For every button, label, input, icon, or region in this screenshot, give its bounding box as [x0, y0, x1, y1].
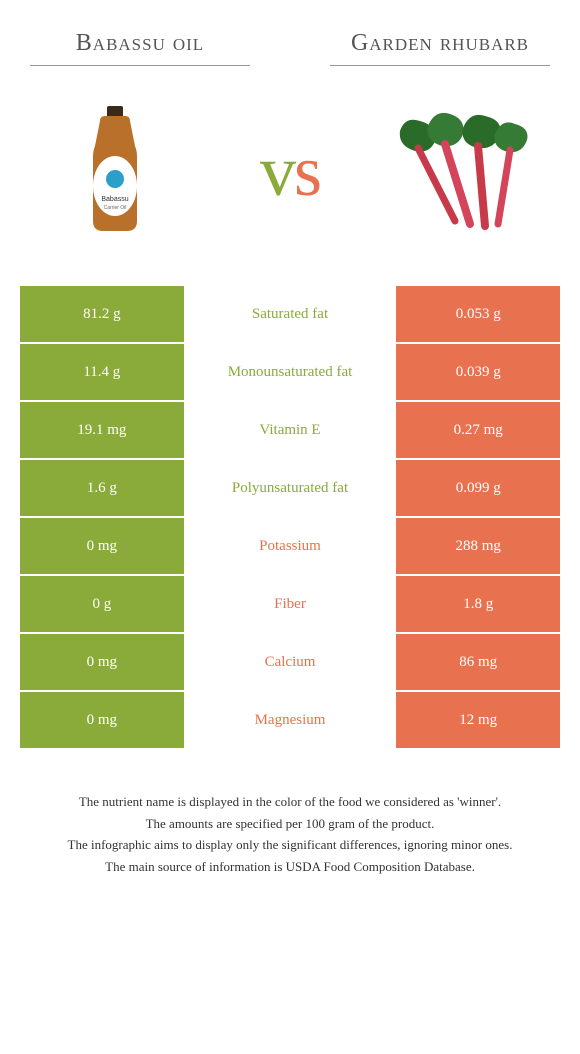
nutrient-label: Polyunsaturated fat	[184, 460, 397, 516]
nutrition-row: 19.1 mgVitamin E0.27 mg	[20, 402, 560, 458]
images-row: Babassu Carrier Oil vs	[0, 76, 580, 286]
right-value: 0.053 g	[396, 286, 560, 342]
nutrient-label: Calcium	[184, 634, 397, 690]
nutrition-row: 1.6 gPolyunsaturated fat0.099 g	[20, 460, 560, 516]
right-value: 288 mg	[396, 518, 560, 574]
footnote-line: The amounts are specified per 100 gram o…	[20, 814, 560, 834]
left-value: 19.1 mg	[20, 402, 184, 458]
right-food-image	[390, 96, 540, 246]
left-value: 11.4 g	[20, 344, 184, 400]
nutrition-row: 0 gFiber1.8 g	[20, 576, 560, 632]
right-value: 0.039 g	[396, 344, 560, 400]
nutrition-row: 81.2 gSaturated fat0.053 g	[20, 286, 560, 342]
nutrient-label: Saturated fat	[184, 286, 397, 342]
nutrition-table: 81.2 gSaturated fat0.053 g11.4 gMonounsa…	[0, 286, 580, 748]
left-value: 81.2 g	[20, 286, 184, 342]
nutrition-row: 0 mgMagnesium12 mg	[20, 692, 560, 748]
vs-label: vs	[260, 130, 320, 213]
nutrition-row: 11.4 gMonounsaturated fat0.039 g	[20, 344, 560, 400]
right-value: 12 mg	[396, 692, 560, 748]
left-value: 0 mg	[20, 692, 184, 748]
header-left-title: Babassu oil	[30, 30, 250, 66]
vs-s-letter: s	[294, 131, 320, 211]
nutrient-label: Magnesium	[184, 692, 397, 748]
nutrient-label: Fiber	[184, 576, 397, 632]
left-food-image: Babassu Carrier Oil	[40, 96, 190, 246]
left-value: 0 mg	[20, 518, 184, 574]
header-row: Babassu oil Garden rhubarb	[0, 0, 580, 76]
footnote-line: The main source of information is USDA F…	[20, 857, 560, 877]
right-value: 0.099 g	[396, 460, 560, 516]
left-value: 0 g	[20, 576, 184, 632]
left-value: 1.6 g	[20, 460, 184, 516]
right-value: 86 mg	[396, 634, 560, 690]
vs-v-letter: v	[260, 131, 294, 211]
left-value: 0 mg	[20, 634, 184, 690]
right-value: 0.27 mg	[396, 402, 560, 458]
footnotes: The nutrient name is displayed in the co…	[0, 750, 580, 898]
svg-text:Carrier Oil: Carrier Oil	[104, 205, 127, 211]
nutrient-label: Monounsaturated fat	[184, 344, 397, 400]
svg-text:Babassu: Babassu	[101, 196, 128, 203]
nutrition-row: 0 mgCalcium86 mg	[20, 634, 560, 690]
nutrient-label: Vitamin E	[184, 402, 397, 458]
right-value: 1.8 g	[396, 576, 560, 632]
footnote-line: The infographic aims to display only the…	[20, 835, 560, 855]
footnote-line: The nutrient name is displayed in the co…	[20, 792, 560, 812]
header-right-title: Garden rhubarb	[330, 30, 550, 66]
nutrient-label: Potassium	[184, 518, 397, 574]
nutrition-row: 0 mgPotassium288 mg	[20, 518, 560, 574]
